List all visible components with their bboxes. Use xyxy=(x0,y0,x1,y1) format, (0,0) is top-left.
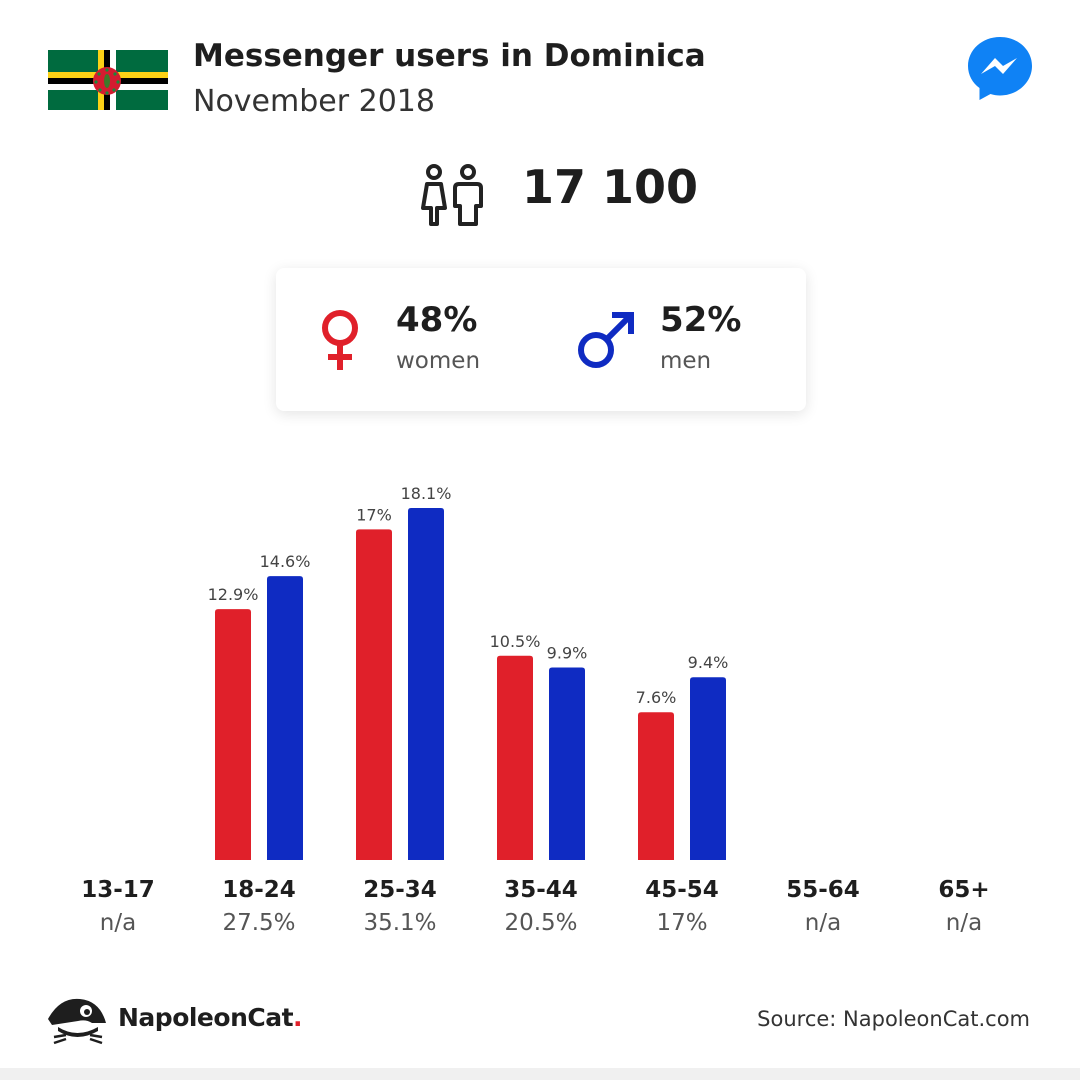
brand-name-text: NapoleonCat xyxy=(118,1003,294,1032)
page-title: Messenger users in Dominica xyxy=(193,38,706,74)
men-bar-label-35-44: 9.9% xyxy=(547,643,588,662)
women-bar-label-18-24: 12.9% xyxy=(208,585,259,604)
source-credit: Source: NapoleonCat.com xyxy=(757,1007,1030,1031)
gender-split-card: 48% women 52% men xyxy=(276,268,806,411)
women-bar-35-44 xyxy=(497,655,533,860)
men-bar-45-54 xyxy=(690,677,726,860)
men-bar-18-24 xyxy=(267,576,303,860)
women-bar-label-35-44: 10.5% xyxy=(490,632,541,651)
messenger-logo-icon xyxy=(968,37,1032,100)
age-group-total: 27.5% xyxy=(222,910,296,936)
bottom-strip xyxy=(0,1068,1080,1080)
people-icon xyxy=(421,164,483,226)
age-group-label: 13-17 xyxy=(81,877,155,903)
age-distribution-chart: 12.9%14.6% 17% 18.1% 10.5% 9.9% 7.6% 9.4% xyxy=(208,484,729,860)
women-bar-25-34 xyxy=(356,529,392,860)
age-group-label: 18-24 xyxy=(222,877,296,903)
men-percentage: 52% xyxy=(660,300,742,340)
age-group-label: 25-34 xyxy=(363,877,437,903)
men-label: men xyxy=(660,348,712,374)
women-label: women xyxy=(396,348,481,374)
age-group-label: 45-54 xyxy=(645,877,719,903)
age-group-total: n/a xyxy=(99,910,137,936)
men-bar-label-45-54: 9.4% xyxy=(688,653,729,672)
age-group-total: 35.1% xyxy=(363,910,437,936)
male-symbol-icon xyxy=(578,312,634,368)
men-bar-25-34 xyxy=(408,508,444,860)
napoleoncat-logo-icon xyxy=(48,998,106,1045)
men-bar-label-25-34: 18.1% xyxy=(401,484,452,503)
women-bar-label-45-54: 7.6% xyxy=(636,688,677,707)
brand-name: NapoleonCat. xyxy=(118,1003,303,1032)
women-percentage: 48% xyxy=(396,300,478,340)
age-group-label: 55-64 xyxy=(786,877,860,903)
men-bar-label-18-24: 14.6% xyxy=(260,552,311,571)
age-group-total: 20.5% xyxy=(504,910,578,936)
age-group-label: 65+ xyxy=(938,877,990,903)
dominica-flag-icon xyxy=(48,50,168,110)
female-symbol-icon xyxy=(322,310,358,370)
women-bar-label-25-34: 17% xyxy=(356,505,392,524)
brand-dot: . xyxy=(293,1003,303,1032)
women-bar-45-54 xyxy=(638,712,674,860)
age-group-total: n/a xyxy=(804,910,842,936)
page-subtitle: November 2018 xyxy=(193,84,435,119)
age-group-label: 35-44 xyxy=(504,877,578,903)
men-bar-35-44 xyxy=(549,667,585,860)
age-group-total: 17% xyxy=(656,910,708,936)
total-users-value: 17 100 xyxy=(522,160,699,214)
age-group-total: n/a xyxy=(945,910,983,936)
women-bar-18-24 xyxy=(215,609,251,860)
